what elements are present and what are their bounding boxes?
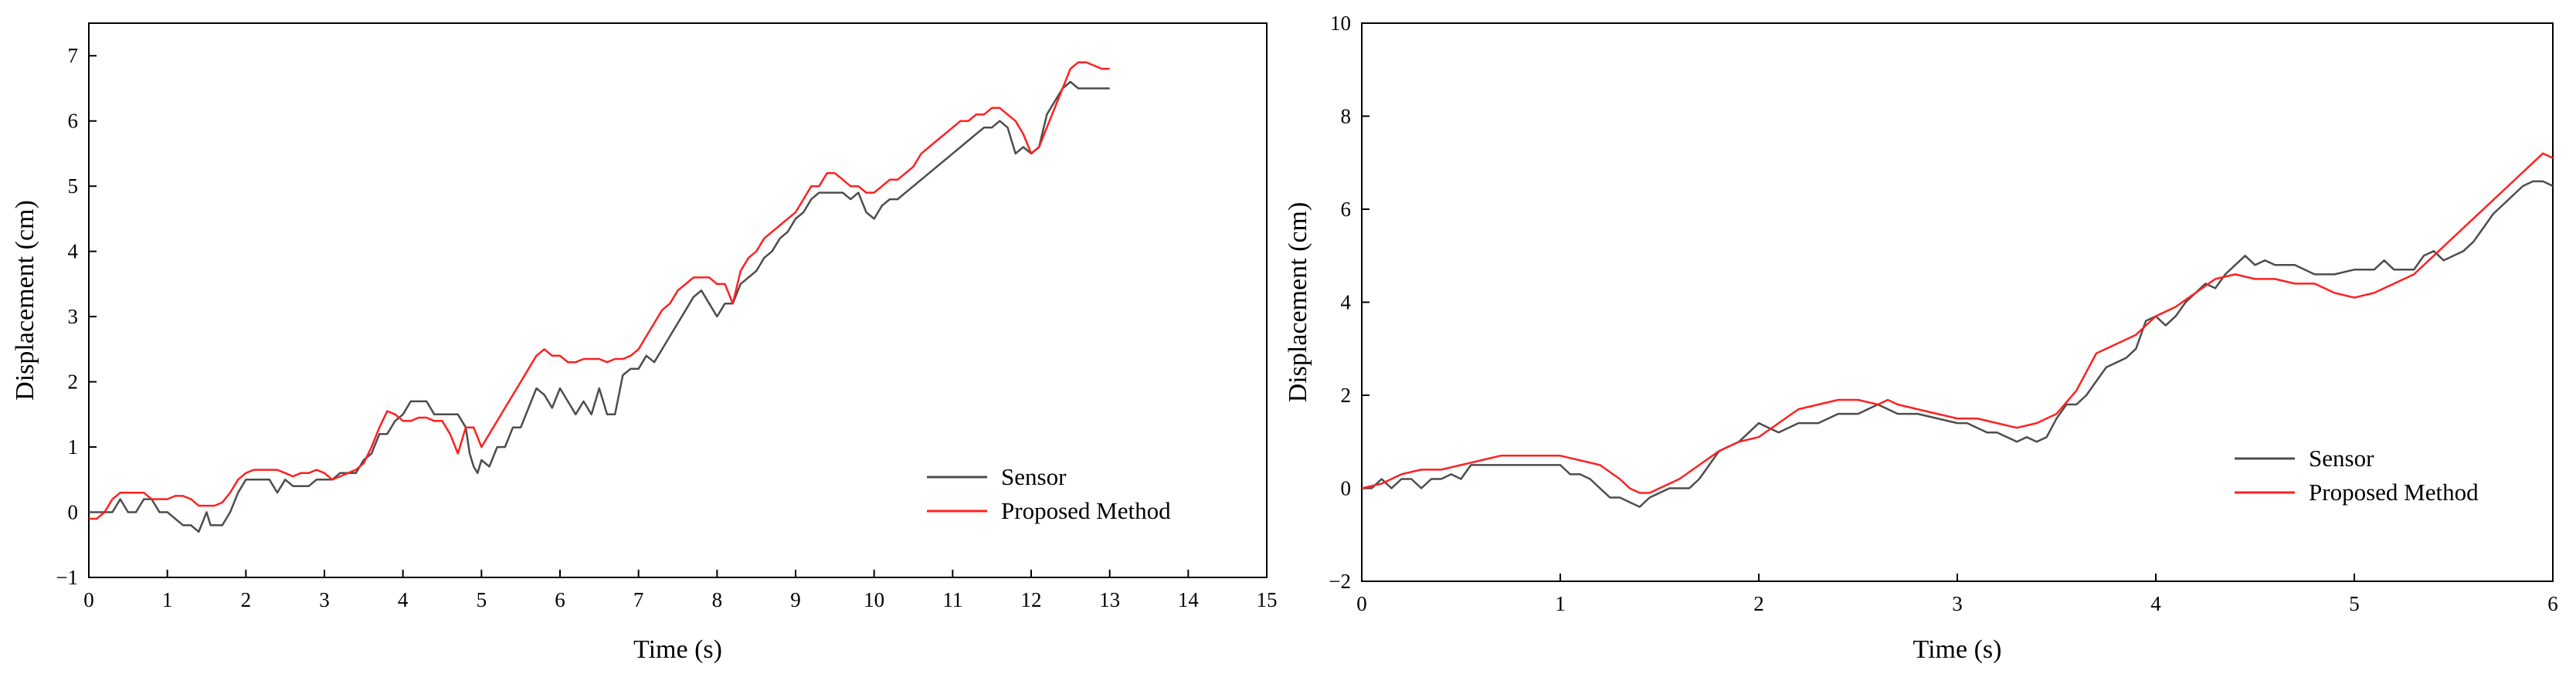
x-axis-label: Time (s) bbox=[1913, 635, 2002, 664]
x-tick-label: 8 bbox=[712, 588, 723, 611]
y-tick-label: 8 bbox=[1341, 105, 1352, 128]
x-tick-label: 3 bbox=[319, 588, 330, 611]
x-tick-label: 7 bbox=[633, 588, 644, 611]
x-tick-label: 13 bbox=[1099, 588, 1120, 611]
x-tick-label: 5 bbox=[2349, 592, 2360, 615]
x-tick-label: 0 bbox=[1356, 592, 1367, 615]
legend-label: Sensor bbox=[2309, 445, 2374, 472]
x-tick-label: 9 bbox=[790, 588, 801, 611]
x-tick-label: 4 bbox=[398, 588, 409, 611]
y-tick-label: 3 bbox=[68, 305, 79, 328]
y-tick-label: 0 bbox=[1341, 477, 1352, 500]
x-tick-label: 0 bbox=[83, 588, 94, 611]
x-tick-label: 6 bbox=[2547, 592, 2558, 615]
y-axis-label: Displacement (cm) bbox=[1284, 202, 1312, 403]
y-axis-label: Displacement (cm) bbox=[11, 200, 39, 401]
y-tick-label: −1 bbox=[56, 566, 78, 589]
y-tick-label: 0 bbox=[68, 501, 79, 524]
x-tick-label: 14 bbox=[1178, 588, 1200, 611]
y-tick-label: 6 bbox=[68, 110, 79, 133]
legend-label: Proposed Method bbox=[2309, 479, 2479, 506]
y-tick-label: 1 bbox=[68, 435, 79, 459]
x-tick-label: 11 bbox=[942, 588, 962, 611]
legend-label: Sensor bbox=[1001, 463, 1067, 490]
y-tick-label: 4 bbox=[1341, 291, 1352, 314]
x-tick-label: 3 bbox=[1952, 592, 1963, 615]
x-tick-label: 5 bbox=[477, 588, 487, 611]
legend-label: Proposed Method bbox=[1001, 497, 1171, 524]
x-tick-label: 4 bbox=[2150, 592, 2161, 615]
x-tick-label: 6 bbox=[555, 588, 565, 611]
y-tick-label: 5 bbox=[68, 174, 79, 198]
x-tick-label: 1 bbox=[162, 588, 173, 611]
x-tick-label: 15 bbox=[1257, 588, 1278, 611]
y-tick-label: 2 bbox=[68, 371, 79, 394]
x-tick-label: 1 bbox=[1555, 592, 1566, 615]
y-tick-label: 4 bbox=[68, 240, 79, 263]
y-tick-label: 7 bbox=[68, 44, 79, 67]
series-line-sensor bbox=[1362, 180, 2554, 508]
series-line-sensor bbox=[89, 80, 1110, 533]
y-tick-label: 2 bbox=[1341, 384, 1352, 407]
y-tick-label: −2 bbox=[1329, 570, 1351, 593]
x-tick-label: 2 bbox=[241, 588, 252, 611]
series-line-proposed-method bbox=[89, 61, 1110, 520]
y-tick-label: 10 bbox=[1330, 12, 1351, 35]
y-tick-label: 6 bbox=[1341, 198, 1352, 221]
x-tick-label: 12 bbox=[1021, 588, 1042, 611]
x-axis-label: Time (s) bbox=[633, 635, 722, 664]
x-tick-label: 2 bbox=[1753, 592, 1764, 615]
plot-frame bbox=[88, 22, 1268, 578]
series-line-proposed-method bbox=[1361, 152, 2554, 494]
x-tick-label: 10 bbox=[864, 588, 884, 611]
